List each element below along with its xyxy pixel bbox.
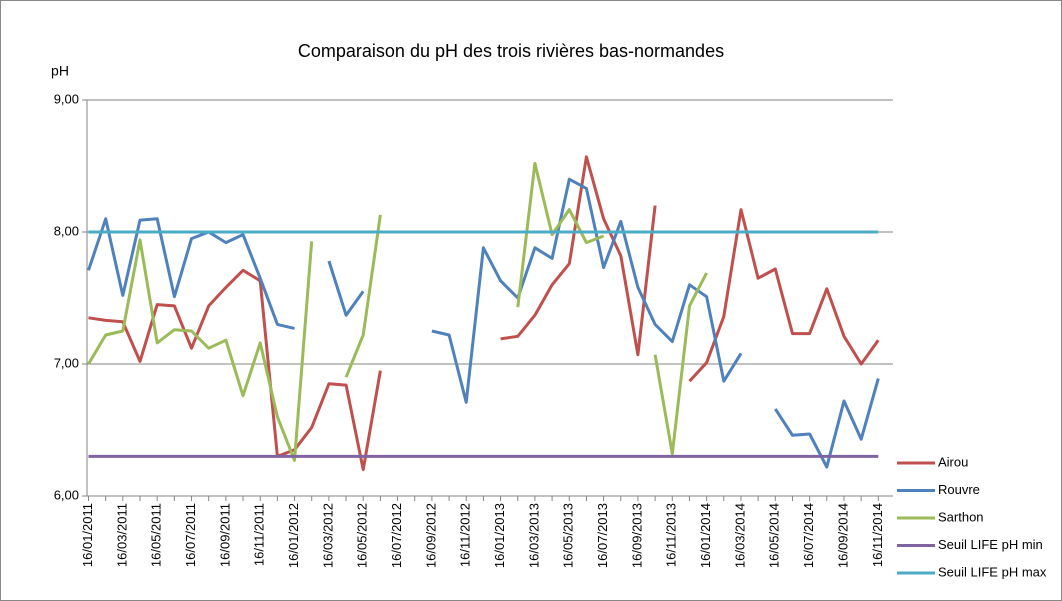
x-tick-label: 16/05/2011	[149, 503, 164, 567]
x-tick-label: 16/01/2011	[80, 503, 95, 567]
x-tick-label: 16/01/2012	[286, 503, 301, 568]
x-tick-label: 16/01/2013	[492, 503, 507, 568]
x-tick-label: 16/07/2012	[389, 503, 404, 568]
series-line	[87, 177, 880, 469]
legend-label: Airou	[938, 454, 968, 469]
x-tick-label: 16/03/2012	[320, 503, 335, 568]
x-tick-label: 16/09/2011	[217, 503, 232, 567]
x-tick-label: 16/05/2012	[355, 503, 370, 568]
legend-label: Seuil LIFE pH max	[938, 564, 1047, 579]
series-line	[87, 161, 708, 462]
x-tick-label: 16/11/2014	[870, 503, 885, 567]
y-tick-label: 9,00	[54, 91, 79, 106]
x-tick-label: 16/03/2013	[526, 503, 541, 568]
x-tick-label: 16/03/2011	[114, 503, 129, 567]
x-tick-label: 16/11/2012	[458, 503, 473, 567]
x-tick-label: 16/11/2011	[252, 503, 267, 566]
x-tick-label: 16/07/2014	[801, 503, 816, 568]
x-tick-label: 16/03/2014	[732, 503, 747, 568]
y-tick-label: 7,00	[54, 355, 79, 370]
chart-title: Comparaison du pH des trois rivières bas…	[298, 41, 724, 61]
y-axis-label: pH	[51, 63, 69, 79]
x-tick-label: 16/09/2012	[423, 503, 438, 568]
series-line	[88, 155, 880, 472]
x-tick-label: 16/09/2014	[835, 503, 850, 568]
y-tick-label: 8,00	[54, 223, 79, 238]
x-tick-label: 16/05/2013	[561, 503, 576, 568]
x-tick-label: 16/05/2014	[767, 503, 782, 568]
x-tick-label: 16/09/2013	[629, 503, 644, 568]
x-tick-label: 16/07/2013	[595, 503, 610, 568]
x-tick-label: 16/07/2011	[183, 503, 198, 567]
legend-label: Sarthon	[938, 509, 984, 524]
x-tick-label: 16/01/2014	[698, 503, 713, 568]
legend-label: Seuil LIFE pH min	[938, 537, 1043, 552]
legend-label: Rouvre	[938, 482, 980, 497]
x-tick-label: 16/11/2013	[664, 503, 679, 567]
y-tick-label: 6,00	[54, 487, 79, 502]
